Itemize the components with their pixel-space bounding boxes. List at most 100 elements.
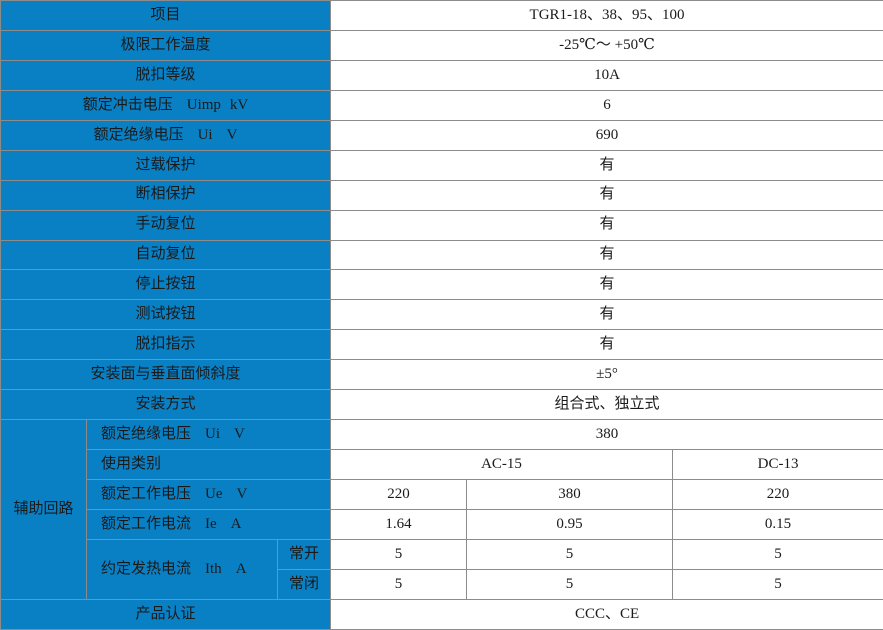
- row-label: 断相保护: [0, 179, 332, 211]
- row-label-unit: kV: [229, 96, 249, 113]
- row-value: 有: [330, 269, 883, 301]
- row-label-item: 项目: [0, 0, 332, 31]
- table-row-aux-thermal-current-nc: 常闭 5 5 5: [1, 568, 883, 600]
- row-label: 手动复位: [0, 209, 332, 241]
- table-row: 极限工作温度 -25℃～ +50℃: [0, 29, 883, 61]
- row-label-main: 断相保护: [135, 186, 196, 203]
- row-value-dc: DC-13: [672, 449, 883, 480]
- row-label: 安装方式: [0, 389, 332, 421]
- row-label: 额定工作电流 Ie A: [85, 508, 332, 540]
- row-value-cell: 220: [672, 479, 883, 510]
- row-label-main: 安装方式: [135, 396, 196, 413]
- row-label-symbol: Ui: [197, 126, 213, 143]
- row-value-cell: 5: [330, 538, 468, 570]
- table-row: 断相保护 有: [0, 179, 883, 211]
- row-value-cell: 5: [330, 568, 468, 600]
- row-label-symbol: Ui: [205, 425, 221, 442]
- row-label-main: 额定绝缘电压: [101, 425, 192, 442]
- row-label-main: 自动复位: [135, 246, 196, 263]
- row-value: 有: [330, 299, 883, 331]
- row-label: 自动复位: [0, 239, 332, 271]
- table-row: 过载保护 有: [0, 149, 883, 181]
- row-value-certification: CCC、CE: [330, 598, 883, 630]
- row-label-unit: V: [234, 425, 245, 442]
- table-row: 手动复位 有: [0, 209, 883, 241]
- table-row: 脱扣等级 10A: [0, 59, 883, 91]
- row-label: 过载保护: [0, 149, 332, 181]
- row-label-main: 极限工作温度: [120, 36, 211, 53]
- table-row: 额定冲击电压 Uimp kV 6: [0, 89, 883, 121]
- row-value-cell: 5: [672, 568, 883, 600]
- row-label-unit: V: [226, 126, 238, 143]
- table-row: 自动复位 有: [0, 239, 883, 271]
- row-value-item: TGR1-18、38、95、100: [330, 0, 883, 31]
- row-value: 有: [330, 149, 883, 181]
- row-value-cell: 1.64: [330, 508, 468, 540]
- row-label: 额定工作电压 Ue V: [85, 479, 332, 510]
- row-label: 约定发热电流 Ith A: [86, 538, 278, 600]
- table-row: 脱扣指示 有: [0, 329, 883, 361]
- row-label-main: 使用类别: [101, 455, 162, 472]
- row-label-main: 额定工作电压: [101, 485, 192, 502]
- row-label-symbol: Uimp: [186, 96, 221, 113]
- row-label: 额定冲击电压 Uimp kV: [0, 89, 332, 121]
- sub-label-normally-open: 常开: [276, 538, 332, 570]
- row-value: 380: [330, 419, 883, 451]
- row-label-symbol: Ie: [205, 515, 217, 532]
- row-value: 有: [330, 209, 883, 241]
- row-value: 有: [330, 239, 883, 271]
- row-label: 使用类别: [85, 449, 332, 480]
- row-value-cell: 5: [672, 538, 883, 570]
- row-value-cell: 5: [466, 568, 674, 600]
- row-label: 安装面与垂直面倾斜度: [0, 359, 332, 391]
- row-label-unit: A: [230, 515, 242, 532]
- row-value-cell: 5: [466, 538, 674, 570]
- row-label: 脱扣指示: [0, 329, 332, 361]
- row-label-main: 安装面与垂直面倾斜度: [90, 366, 241, 383]
- table-row-aux-thermal-current-no: 约定发热电流 Ith A 常开 5 5 5: [1, 538, 883, 600]
- row-value: 10A: [330, 59, 883, 91]
- row-value: ±5°: [330, 359, 883, 391]
- row-label-main: 手动复位: [135, 216, 196, 233]
- sub-label-normally-closed: 常闭: [276, 568, 332, 600]
- row-value: 有: [330, 329, 883, 361]
- row-label-symbol: Ue: [205, 485, 223, 502]
- row-label: 额定绝缘电压 Ui V: [85, 419, 332, 451]
- row-label: 脱扣等级: [0, 59, 332, 91]
- row-label: 测试按钮: [0, 299, 332, 331]
- table-row-item: 项目 TGR1-18、38、95、100: [0, 0, 883, 31]
- row-label-certification: 产品认证: [0, 598, 332, 630]
- row-value: 6: [330, 89, 883, 121]
- row-value-cell: 0.95: [466, 508, 674, 540]
- row-value: -25℃～ +50℃: [330, 29, 883, 61]
- table-row-aux-insulation-voltage: 辅助回路 额定绝缘电压 Ui V 380: [0, 419, 883, 600]
- row-label-main: 停止按钮: [135, 276, 196, 293]
- row-label-main: 额定冲击电压: [82, 96, 173, 113]
- row-value: 690: [330, 119, 883, 151]
- row-label-main: 测试按钮: [135, 306, 196, 323]
- row-label-main: 脱扣指示: [135, 336, 196, 353]
- row-label-unit: A: [235, 560, 247, 577]
- row-value: 有: [330, 179, 883, 211]
- row-value-cell: 220: [330, 479, 468, 510]
- row-value-ac: AC-15: [330, 449, 674, 480]
- table-row: 测试按钮 有: [0, 299, 883, 331]
- row-label-main: 脱扣等级: [135, 66, 196, 83]
- table-row: 停止按钮 有: [0, 269, 883, 301]
- row-label-main: 额定工作电流: [101, 515, 192, 532]
- row-value-cell: 0.15: [672, 508, 883, 540]
- table-row: 安装方式 组合式、独立式: [0, 389, 883, 421]
- table-row-aux-working-current: 额定工作电流 Ie A 1.64 0.95 0.15: [1, 508, 883, 540]
- row-label: 极限工作温度: [0, 29, 332, 61]
- row-value: 组合式、独立式: [330, 389, 883, 421]
- row-label-unit: V: [236, 485, 248, 502]
- row-label-main: 过载保护: [135, 156, 196, 173]
- row-label: 额定绝缘电压 Ui V: [0, 119, 332, 151]
- row-label-main: 约定发热电流: [101, 560, 192, 577]
- table-row-certification: 产品认证 CCC、CE: [0, 598, 883, 630]
- aux-group-label: 辅助回路: [0, 419, 87, 600]
- row-label-main: 额定绝缘电压: [93, 126, 184, 143]
- table-row: 安装面与垂直面倾斜度 ±5°: [0, 359, 883, 391]
